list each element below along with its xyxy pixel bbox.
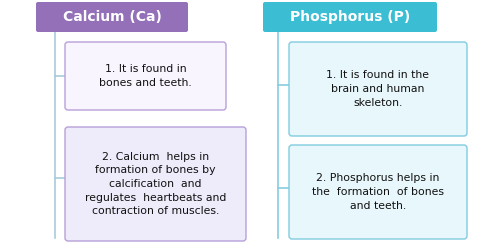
Text: 2. Calcium  helps in
formation of bones by
calcification  and
regulates  heartbe: 2. Calcium helps in formation of bones b… [85, 152, 226, 216]
FancyBboxPatch shape [263, 2, 437, 32]
Text: Phosphorus (P): Phosphorus (P) [290, 10, 410, 24]
FancyBboxPatch shape [289, 145, 467, 239]
FancyBboxPatch shape [65, 127, 246, 241]
FancyBboxPatch shape [289, 42, 467, 136]
Text: 1. It is found in the
brain and human
skeleton.: 1. It is found in the brain and human sk… [326, 70, 430, 108]
FancyBboxPatch shape [65, 42, 226, 110]
Text: Calcium (Ca): Calcium (Ca) [62, 10, 162, 24]
Text: 2. Phosphorus helps in
the  formation  of bones
and teeth.: 2. Phosphorus helps in the formation of … [312, 174, 444, 210]
FancyBboxPatch shape [36, 2, 188, 32]
Text: 1. It is found in
bones and teeth.: 1. It is found in bones and teeth. [99, 64, 192, 88]
